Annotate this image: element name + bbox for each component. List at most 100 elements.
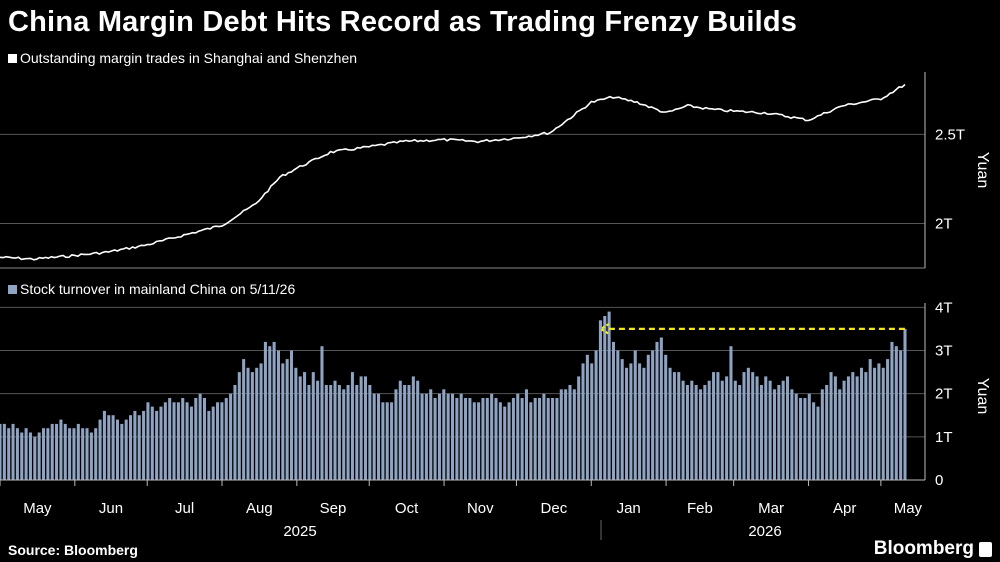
turnover-bar [794,393,798,480]
x-axis-ticks [0,480,882,486]
x-month-label: Dec [541,500,568,517]
bottom-legend: Stock turnover in mainland China on 5/11… [8,281,295,297]
turnover-bar [459,393,463,480]
chart-title: China Margin Debt Hits Record as Trading… [8,6,798,38]
turnover-bar [507,402,511,480]
turnover-bar [511,398,515,480]
turnover-bar [211,406,215,480]
turnover-bar [468,398,472,480]
turnover-bar [390,402,394,480]
turnover-bar [359,376,363,480]
turnover-bar [89,432,93,480]
turnover-bar [159,406,163,480]
turnover-bar [620,359,624,480]
x-month-label: Jun [99,500,123,517]
turnover-bar [877,363,881,480]
turnover-bar [111,415,115,480]
turnover-bar [129,415,133,480]
turnover-bar [276,350,280,480]
turnover-bar [846,376,850,480]
turnover-bar [642,367,646,480]
turnover-bar [551,398,555,480]
turnover-bar [886,359,890,480]
turnover-bar [546,398,550,480]
turnover-bar [420,393,424,480]
turnover-bar [503,406,507,480]
turnover-bar [807,393,811,480]
turnover-bar [363,376,368,480]
turnover-bar [316,380,320,480]
turnover-bar [324,385,328,480]
turnover-bar [498,402,502,480]
turnover-bar [781,380,785,480]
reference-arrowhead [598,322,610,335]
turnover-bar [102,410,106,480]
turnover-bar [659,337,663,480]
turnover-bars [0,311,907,480]
turnover-bar [825,385,829,480]
turnover-bar [163,402,167,480]
turnover-bar [55,423,59,480]
turnover-bar [485,398,489,480]
reference-line-group [598,322,905,335]
turnover-bar [851,372,855,480]
turnover-bar [903,328,907,480]
turnover-bar [202,398,207,480]
turnover-bar [372,393,376,480]
turnover-bar [220,402,224,480]
turnover-bar [20,432,24,480]
turnover-bar [842,380,846,480]
turnover-bar [733,380,737,480]
turnover-bar [677,372,681,480]
turnover-bar [629,363,633,480]
turnover-bar [72,428,76,480]
turnover-bar [429,389,433,480]
turnover-bar [168,398,172,480]
turnover-bar [516,393,520,480]
x-month-label: Mar [758,500,784,517]
turnover-bar [833,376,837,480]
turnover-bar [764,376,768,480]
turnover-bar [346,385,350,480]
turnover-bar [11,423,15,480]
turnover-bar [633,350,637,480]
turnover-bar [81,428,85,480]
turnover-bar [707,380,711,480]
turnover-bar [442,389,446,480]
turnover-bar [698,389,703,480]
turnover-bar [281,363,285,480]
turnover-bar [664,354,668,480]
turnover-bar [85,428,89,480]
turnover-bar [377,393,381,480]
turnover-bar [333,380,337,480]
turnover-bar [98,419,102,480]
turnover-bar [107,415,111,480]
turnover-bar [385,402,389,480]
turnover-bar [681,380,685,480]
turnover-bar [298,376,302,480]
turnover-bar [237,372,241,480]
top-y-tick-label: 2.5T [935,126,965,143]
bottom-y-tick-label: 4T [935,299,953,316]
turnover-bar [873,367,877,480]
bottom-y-tick-label: 0 [935,472,943,489]
turnover-bar [598,320,602,480]
turnover-bar [751,372,755,480]
x-axis-year-labels: 2025 2026 [283,523,781,540]
turnover-bar [585,354,589,480]
turnover-bar [120,423,124,480]
turnover-bar [538,398,542,480]
turnover-bar [616,350,620,480]
bottom-y-tick-label: 1T [935,429,953,446]
top-y-tick-labels: 2T 2.5T [935,126,965,232]
x-month-label: Oct [395,500,419,517]
turnover-bar [94,428,98,480]
top-y-tick-label: 2T [935,215,953,232]
turnover-bar [529,402,533,480]
turnover-bar [15,428,19,480]
turnover-bar [224,398,228,480]
turnover-bar [729,346,733,480]
turnover-bar [559,389,563,480]
bottom-y-tick-label: 3T [935,342,953,359]
turnover-bar [368,385,372,480]
